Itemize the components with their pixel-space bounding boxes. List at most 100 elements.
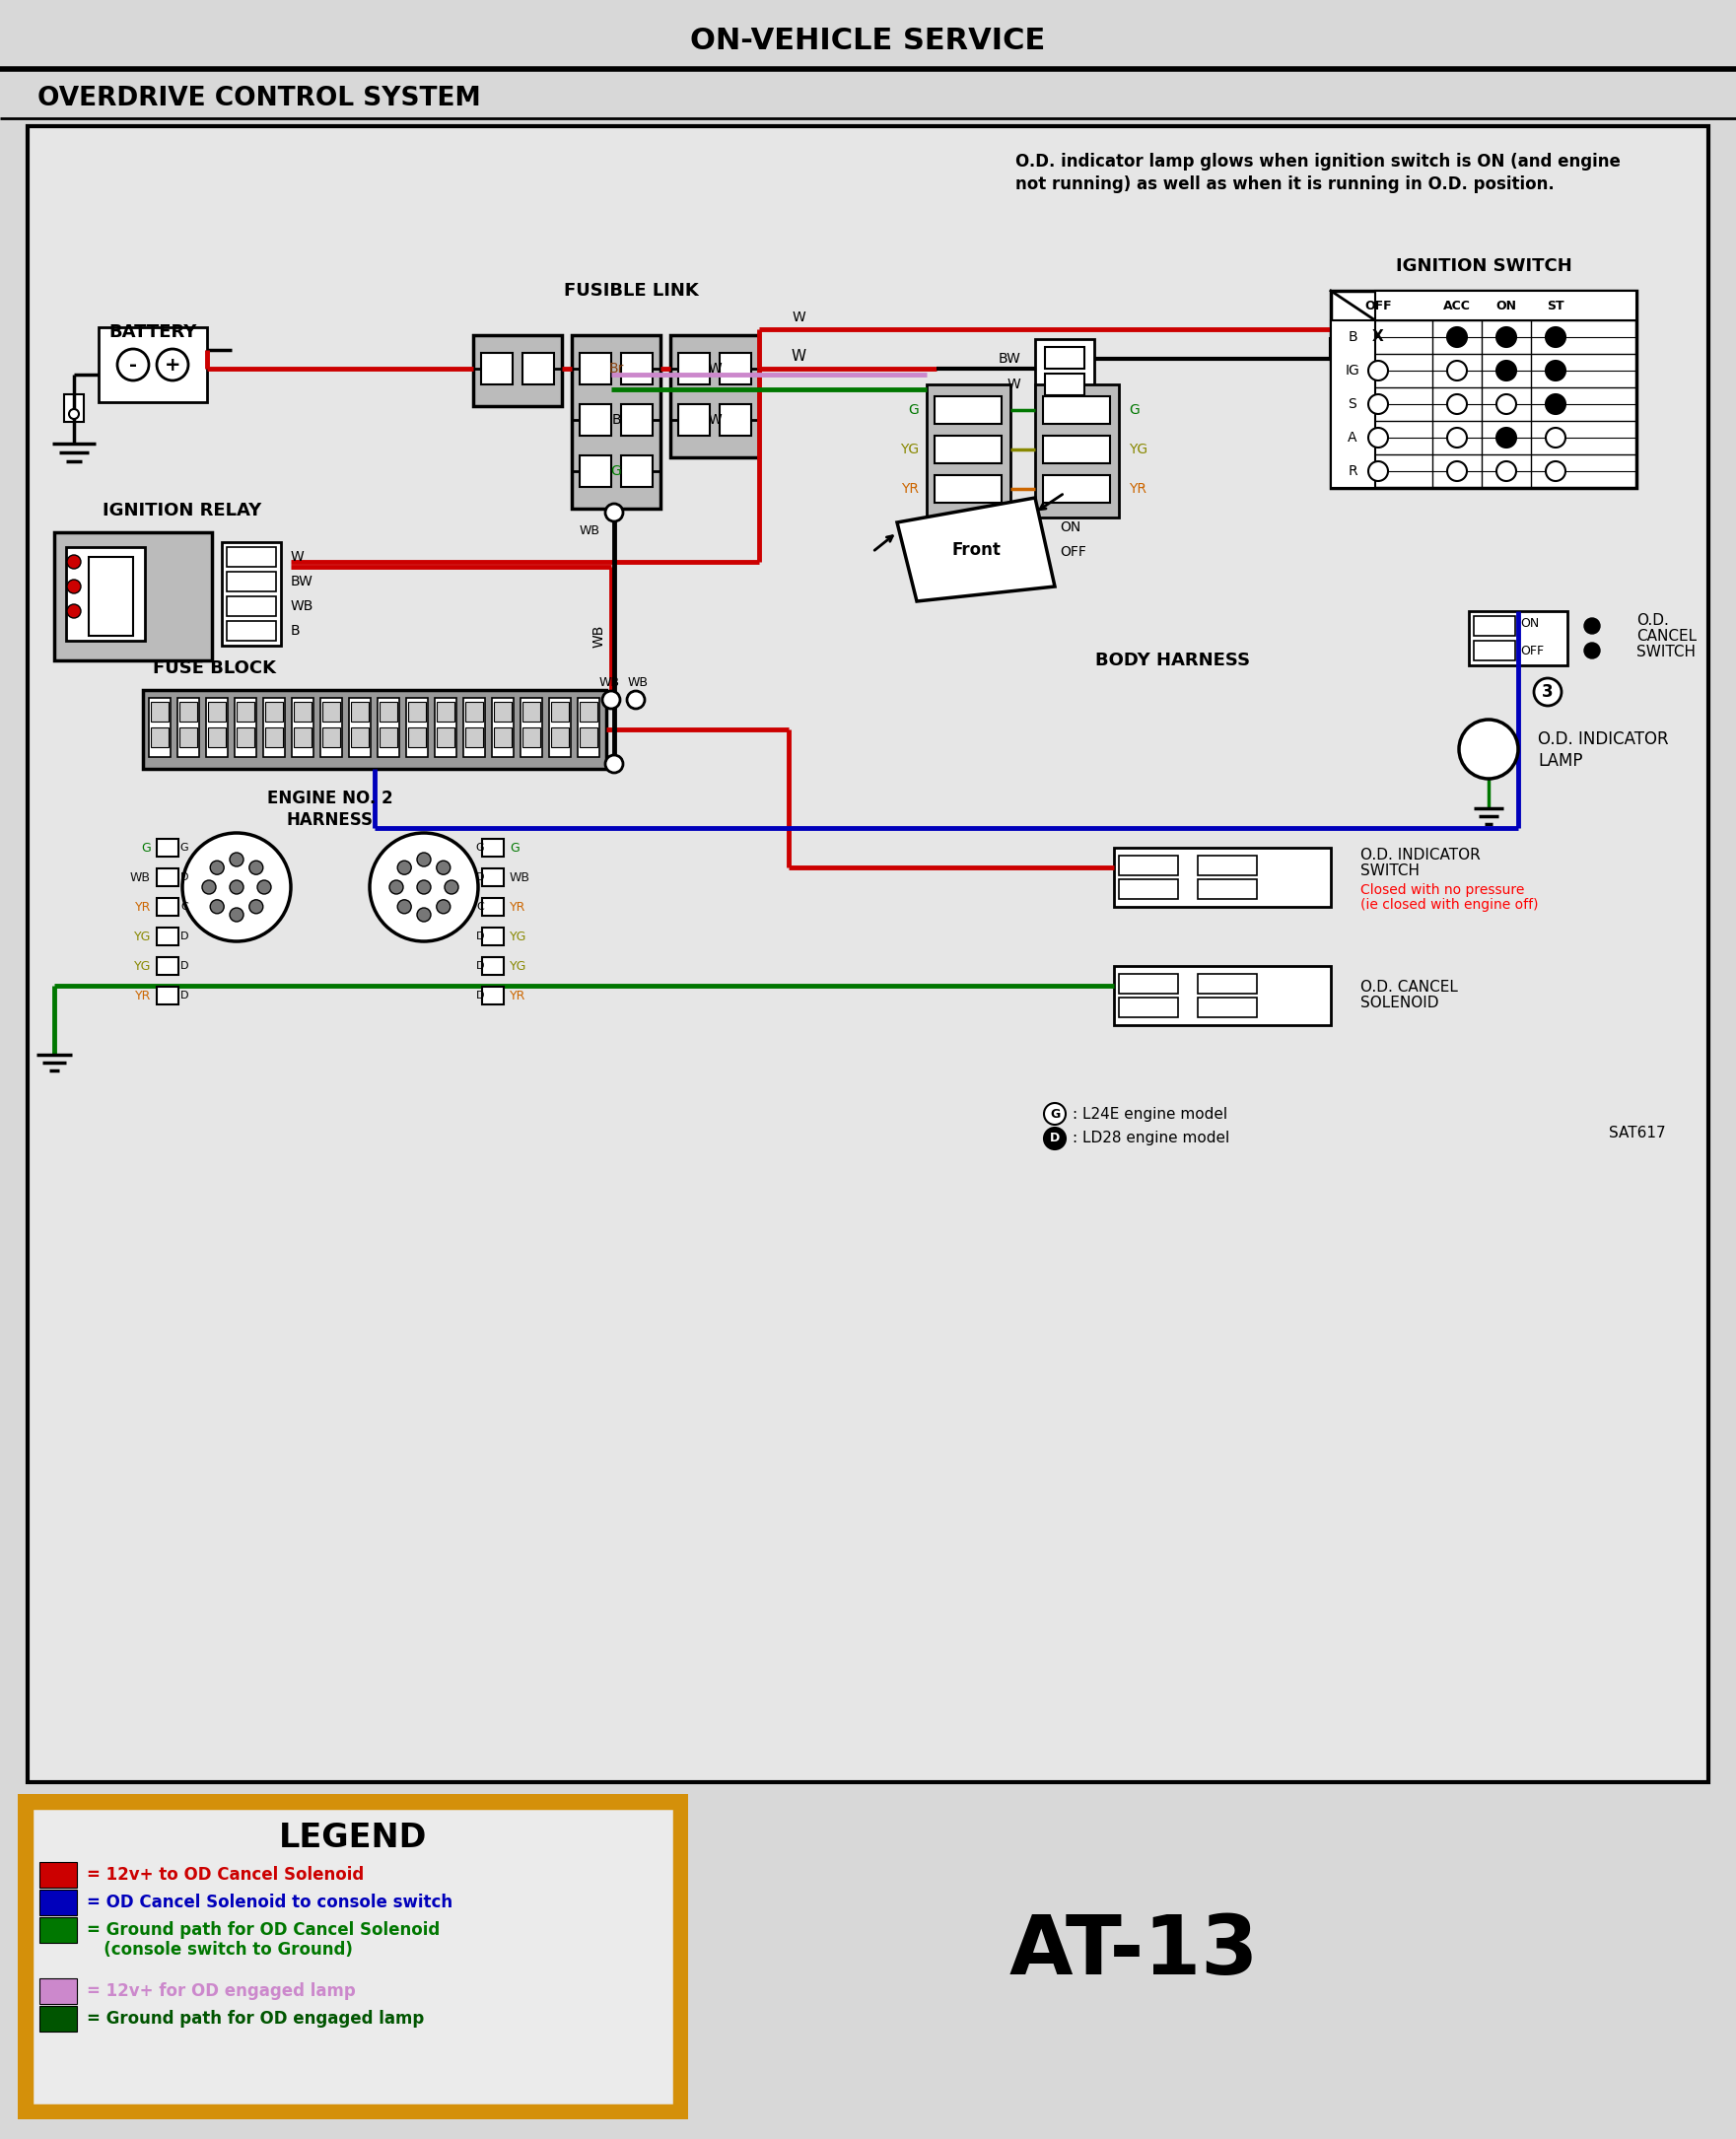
Bar (64, 394, 83, 421)
Bar (1115, 967, 1332, 1025)
Text: YR: YR (1128, 481, 1146, 496)
Circle shape (417, 853, 431, 866)
Bar (1043, 436, 1109, 464)
Bar (483, 986, 503, 1005)
Bar (406, 697, 427, 757)
Bar (465, 727, 483, 747)
Text: = OD Cancel Solenoid to console switch: = OD Cancel Solenoid to console switch (87, 1893, 453, 1912)
Circle shape (1448, 428, 1467, 447)
Bar (720, 353, 752, 385)
Text: SWITCH: SWITCH (1361, 864, 1420, 879)
Text: BODY HARNESS: BODY HARNESS (1095, 652, 1250, 670)
Circle shape (370, 832, 477, 941)
Text: YR: YR (510, 988, 526, 1001)
Bar (483, 928, 503, 945)
Text: D: D (1050, 1132, 1061, 1144)
Circle shape (602, 691, 620, 708)
Bar (156, 928, 179, 945)
Bar (1198, 997, 1257, 1018)
Circle shape (389, 881, 403, 894)
Bar (1198, 973, 1257, 995)
Bar (464, 697, 484, 757)
Bar (179, 727, 198, 747)
Bar (934, 396, 1002, 424)
Bar (483, 868, 503, 886)
Bar (1043, 475, 1109, 503)
Bar (266, 702, 283, 721)
Text: G: G (476, 843, 484, 853)
Circle shape (68, 603, 82, 618)
Bar (621, 353, 653, 385)
Bar (227, 620, 276, 642)
Text: WB: WB (130, 871, 151, 883)
Circle shape (398, 860, 411, 875)
Bar (571, 336, 660, 509)
Bar (227, 597, 276, 616)
Text: O.D. indicator lamp glows when ignition switch is ON (and engine: O.D. indicator lamp glows when ignition … (1016, 152, 1620, 171)
Text: G: G (510, 841, 519, 853)
Bar (578, 697, 599, 757)
Bar (236, 727, 255, 747)
Text: O.D. CANCEL: O.D. CANCEL (1361, 980, 1458, 995)
Text: WB: WB (592, 625, 606, 648)
Bar (156, 868, 179, 886)
Text: G: G (611, 464, 621, 479)
Bar (1198, 856, 1257, 875)
Circle shape (436, 860, 450, 875)
Bar (934, 436, 1002, 464)
Text: O.D. INDICATOR: O.D. INDICATOR (1361, 849, 1481, 862)
Text: D: D (181, 873, 189, 881)
Bar (40, 2006, 76, 2032)
Text: OFF: OFF (1364, 299, 1392, 312)
Bar (377, 697, 399, 757)
Text: Closed with no pressure: Closed with no pressure (1361, 883, 1524, 896)
Text: WB: WB (580, 524, 601, 537)
Text: = 12v+ for OD engaged lamp: = 12v+ for OD engaged lamp (87, 1983, 356, 2000)
Text: ST: ST (1547, 299, 1564, 312)
Circle shape (210, 901, 224, 913)
Text: 3: 3 (1542, 682, 1554, 702)
Text: LAMP: LAMP (1538, 753, 1583, 770)
Text: YR: YR (135, 988, 151, 1001)
Circle shape (1448, 394, 1467, 415)
Bar (474, 336, 562, 406)
Bar (349, 697, 372, 757)
Text: B: B (611, 413, 621, 428)
Bar (156, 838, 179, 856)
Bar (292, 697, 314, 757)
Text: ON: ON (1521, 616, 1540, 629)
Circle shape (436, 901, 450, 913)
Text: SWITCH: SWITCH (1637, 646, 1696, 661)
Circle shape (118, 349, 149, 381)
Text: R: R (1347, 464, 1358, 479)
Bar (1120, 973, 1179, 995)
Bar (580, 727, 597, 747)
Circle shape (1585, 618, 1601, 633)
Bar (234, 697, 257, 757)
Text: : L24E engine model: : L24E engine model (1073, 1106, 1227, 1121)
Circle shape (1496, 462, 1516, 481)
Bar (437, 702, 455, 721)
Bar (1035, 385, 1120, 518)
Bar (293, 702, 311, 721)
Text: W: W (292, 550, 304, 565)
Text: W: W (792, 349, 806, 364)
Circle shape (156, 349, 187, 381)
Bar (151, 702, 168, 721)
Bar (493, 702, 512, 721)
Bar (222, 541, 281, 646)
Text: G: G (908, 402, 918, 417)
Circle shape (182, 832, 292, 941)
Circle shape (417, 907, 431, 922)
Bar (293, 727, 311, 747)
Bar (580, 404, 611, 436)
Circle shape (68, 580, 82, 593)
Text: YR: YR (135, 901, 151, 913)
Bar (580, 353, 611, 385)
Bar (28, 126, 1708, 1782)
Bar (408, 727, 425, 747)
Bar (40, 1863, 76, 1887)
Text: WB: WB (510, 871, 531, 883)
Text: YG: YG (510, 930, 526, 943)
Text: O.D.: O.D. (1637, 614, 1668, 629)
